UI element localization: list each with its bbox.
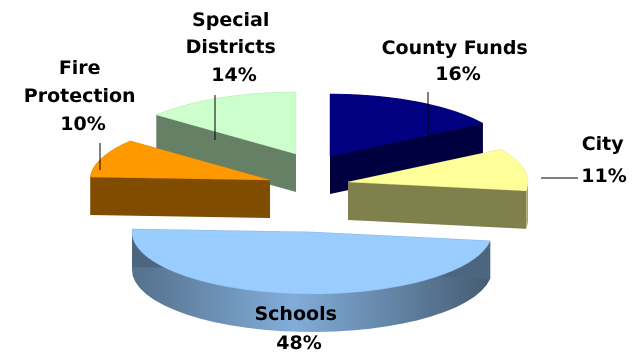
slice-top-fire-protection <box>89 140 271 181</box>
slice-top-city <box>347 149 529 192</box>
slice-label-schools: Schools 48% <box>254 303 343 354</box>
pie-slices <box>89 91 529 332</box>
slice-label-fire-protection: Fire Protection 10% <box>24 57 142 135</box>
slice-top-special-districts <box>155 91 297 155</box>
slice-wall-city <box>348 182 527 229</box>
slice-city <box>347 149 529 229</box>
slice-label-county-funds: County Funds 16% <box>382 37 535 85</box>
slice-side-city <box>526 182 528 229</box>
slice-wall-special-districts <box>156 114 296 192</box>
slice-top-schools <box>131 228 491 295</box>
slice-fire-protection <box>89 140 271 218</box>
slice-label-city: City 11% <box>581 133 630 187</box>
slice-top-county-funds <box>329 93 484 157</box>
slice-wall-county-funds <box>330 123 483 194</box>
slice-special-districts <box>155 91 297 192</box>
slice-county-funds <box>329 93 484 194</box>
slice-schools <box>131 228 491 332</box>
slice-side-schools <box>132 232 491 332</box>
slice-label-special-districts: Special Districts 14% <box>186 9 283 86</box>
leader-lines <box>99 92 578 179</box>
